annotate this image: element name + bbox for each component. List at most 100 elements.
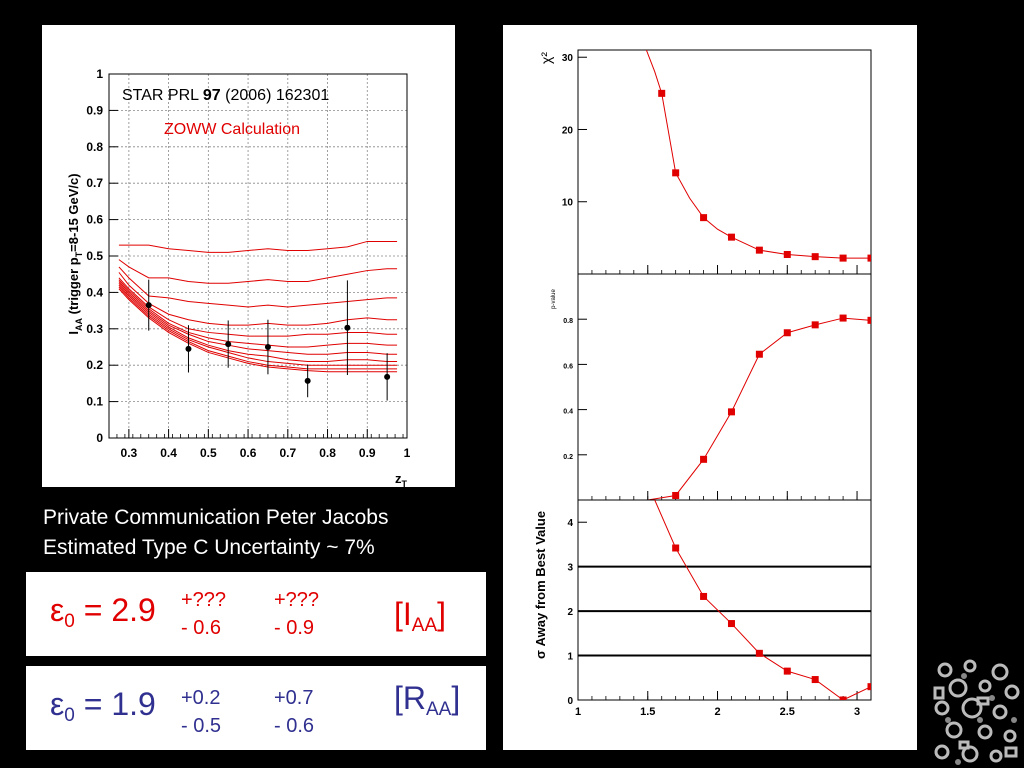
uncertainty-2-raa: +0.7- 0.6 [274, 687, 315, 737]
fit-point [867, 254, 871, 262]
data-point [384, 373, 391, 380]
x-axis-label: zT [395, 471, 408, 487]
y-tick-label: 4 [567, 518, 573, 529]
data-point [304, 377, 311, 384]
label-raa: [RAA] [394, 680, 461, 720]
uncertainty-1-iaa: +??? - 0.6 [181, 589, 227, 639]
x-tick-label: 0.3 [121, 446, 138, 460]
x-tick-label: 0.8 [319, 446, 336, 460]
label-iaa: [IAA] [394, 596, 447, 636]
calculation-annotation: ZOWW Calculation [164, 121, 300, 138]
y-tick-label: 0.4 [563, 409, 573, 416]
fit-point [658, 89, 666, 97]
y-tick-label: 1 [567, 652, 573, 663]
fit-point [700, 214, 708, 222]
y-tick-label: 0.2 [563, 454, 573, 461]
result-box-raa: ε0 = 1.9 +0.2- 0.5 +0.7- 0.6 [RAA] [26, 666, 486, 750]
x-tick-label: 2.5 [780, 706, 795, 718]
fit-point [783, 329, 791, 337]
y-tick-label: 0.3 [86, 322, 103, 336]
y-tick-label: 0.8 [86, 140, 103, 154]
data-point [185, 345, 192, 352]
calculation-curve [118, 240, 398, 253]
fit-point [755, 350, 763, 358]
result-box-iaa: ε0 = 2.9 +??? - 0.6 +??? - 0.9 [IAA] [26, 572, 486, 656]
y-tick-label: 0.7 [86, 176, 103, 190]
data-point [264, 344, 271, 350]
y-tick-label: 0.2 [86, 358, 103, 372]
y-tick-label: 2 [567, 607, 573, 618]
fit-point [672, 491, 680, 499]
fit-point [839, 314, 847, 322]
calculation-curve [118, 288, 398, 373]
y-tick-label: 0.8 [563, 318, 573, 325]
calculation-curve [118, 281, 398, 355]
y-tick-label: 20 [562, 125, 574, 136]
fit-point [783, 667, 791, 675]
note-line-2: Estimated Type C Uncertainty ~ 7% [43, 536, 375, 559]
uncertainty-2-iaa: +??? - 0.9 [274, 589, 320, 639]
calculation-curve [118, 266, 398, 308]
x-tick-label: 0.5 [200, 446, 217, 460]
calculation-curve [118, 279, 398, 348]
y-tick-label: 0.9 [86, 103, 103, 117]
note-line-1: Private Communication Peter Jacobs [43, 506, 389, 529]
y-tick-label: 10 [562, 198, 574, 209]
fit-point [811, 321, 819, 329]
y-tick-label: 30 [562, 53, 574, 64]
fit-chart-panel: 10 20 30 χ² 0.2 0.4 0.6 0.8 p-value 0 1 2 3 4 σ Away f… [503, 25, 917, 750]
institution-logo-icon [933, 659, 1020, 765]
y-axis-label-chi2: χ² [538, 52, 554, 64]
fit-point [783, 250, 791, 258]
fit-point [867, 683, 871, 691]
x-tick-label: 1 [404, 446, 411, 460]
plot-frame-2 [577, 499, 872, 701]
calculation-curve [118, 277, 398, 337]
epsilon-result-raa: ε0 = 1.9 [50, 686, 156, 726]
x-tick-label: 1.5 [640, 706, 655, 718]
data-point [145, 302, 152, 309]
fit-point [755, 246, 763, 254]
y-axis-label: IAA (trigger pT=8-15 GeV/c) [66, 173, 84, 334]
plot-frame-1 [577, 273, 872, 501]
x-tick-label: 0.9 [359, 446, 376, 460]
fit-point [811, 676, 819, 684]
calculation-curve [118, 286, 398, 370]
calculation-curve [118, 284, 398, 366]
calculation-curve [118, 282, 398, 363]
fit-point [700, 455, 708, 463]
uncertainty-1-raa: +0.2- 0.5 [181, 687, 222, 737]
x-tick-label: 0.7 [279, 446, 296, 460]
y-tick-label: 0 [567, 696, 573, 707]
epsilon-result-iaa: ε0 = 2.9 [50, 592, 156, 632]
y-tick-label: 1 [96, 67, 103, 81]
fit-point [672, 544, 680, 552]
x-tick-label: 0.4 [160, 446, 177, 460]
plot-frame-0 [577, 49, 872, 275]
x-tick-label: 0.6 [240, 446, 257, 460]
fit-curve [654, 500, 871, 700]
y-tick-label: 0.4 [86, 285, 103, 299]
fit-point [811, 253, 819, 261]
reference-annotation: STAR PRL 97 (2006) 162301 [122, 87, 329, 104]
fit-point [727, 620, 735, 628]
data-point [225, 341, 232, 348]
calculation-curve [118, 259, 398, 284]
fit-point [672, 169, 680, 177]
fit-curve [645, 50, 871, 259]
calculation-curve [118, 272, 398, 326]
y-axis-label-pvalue: p-value [551, 289, 557, 309]
y-tick-label: 0.5 [86, 249, 103, 263]
y-tick-label: 3 [567, 563, 573, 574]
fit-point [700, 592, 708, 600]
fit-point [755, 649, 763, 657]
x-tick-label: 1 [575, 706, 581, 718]
fit-point [727, 408, 735, 416]
x-tick-label: 2 [714, 706, 720, 718]
fit-point [839, 254, 847, 262]
x-tick-label: 3 [854, 706, 860, 718]
iaa-chart: 0.3 0.4 0.5 0.6 0.7 0.8 0.9 1 0 0.1 0.2 0.3 0.4 0.5 0.… [66, 67, 411, 489]
fit-point [727, 233, 735, 241]
fit-point [839, 696, 847, 700]
